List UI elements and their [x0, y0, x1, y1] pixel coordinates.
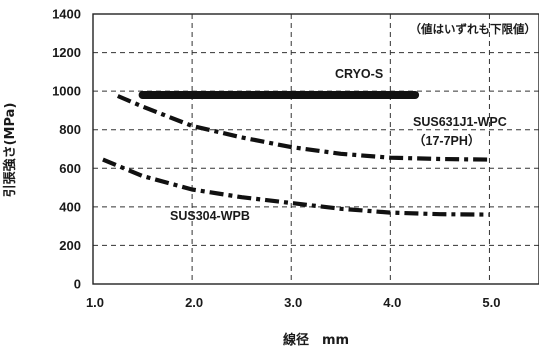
y-axis-title: 引張強さ(MPa)	[2, 103, 18, 198]
tick-labels: 0 200 400 600 800 1000 1200 1400 1.0 2.0 3.0 4.0 5.0	[52, 7, 500, 311]
series-line-sus631j1-wpc	[116, 94, 490, 162]
y-tick-label: 1200	[52, 45, 81, 60]
y-tick-label: 600	[59, 161, 81, 176]
series-label-17-7ph: （17-7PH）	[413, 133, 480, 148]
y-tick-label: 200	[59, 238, 81, 253]
y-tick-label: 1000	[52, 84, 81, 99]
series-label-sus304: SUS304-WPB	[170, 209, 250, 223]
x-tick-label: 1.0	[86, 295, 104, 310]
x-tick-label: 5.0	[482, 295, 500, 310]
y-tick-label: 1400	[52, 7, 81, 22]
axes	[92, 13, 539, 285]
y-tick-label: 0	[74, 277, 81, 292]
x-axis-title: 線径 mm	[283, 332, 349, 348]
series-line-sus304-wpb	[102, 157, 490, 217]
series-label-sus631j1: SUS631J1-WPC	[413, 115, 507, 129]
series-label-cryo-s: CRYO-S	[335, 67, 383, 81]
plot-frame	[92, 13, 539, 285]
lower-limit-note: （値はいずれも下限値）	[410, 22, 537, 36]
annotations: （値はいずれも下限値） CRYO-S SUS631J1-WPC （17-7PH）…	[2, 22, 536, 348]
x-tick-label: 3.0	[284, 295, 302, 310]
series-layer	[102, 91, 490, 217]
x-tick-label: 4.0	[383, 295, 401, 310]
x-tick-label: 2.0	[185, 295, 203, 310]
y-tick-label: 800	[59, 122, 81, 137]
y-tick-label: 400	[59, 199, 81, 214]
